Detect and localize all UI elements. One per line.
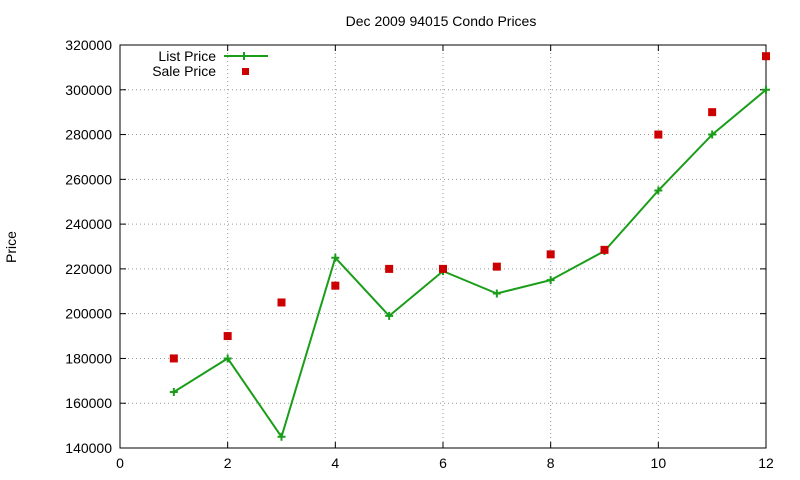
- x-tick-label: 10: [651, 455, 667, 471]
- x-tick-label: 6: [439, 455, 447, 471]
- legend: List Price Sale Price: [152, 48, 268, 79]
- x-tick-label: 12: [758, 455, 774, 471]
- y-tick-label: 200000: [65, 306, 112, 322]
- y-axis-label: Price: [3, 231, 19, 263]
- x-tick-label: 8: [547, 455, 555, 471]
- sale-price-point: [708, 108, 717, 117]
- axis-ticks: 140000 160000 180000 200000 220000 240000 2600…: [65, 37, 774, 471]
- y-tick-label: 320000: [65, 37, 112, 53]
- sale-price-point: [600, 245, 609, 254]
- y-tick-label: 280000: [65, 127, 112, 143]
- sale-price-point: [169, 354, 178, 363]
- sale-price-point: [223, 332, 232, 341]
- list-price-point: [546, 276, 555, 285]
- y-tick-label: 140000: [65, 440, 112, 456]
- series-line-list-price: [173, 89, 767, 440]
- x-tick-label: 0: [116, 455, 124, 471]
- list-price-point: [654, 186, 663, 195]
- list-price-point: [708, 130, 717, 139]
- x-tick-label: 2: [224, 455, 232, 471]
- y-tick-label: 160000: [65, 395, 112, 411]
- series-layer: [169, 52, 770, 441]
- legend-label-list-price: List Price: [158, 48, 216, 64]
- y-tick-label: 260000: [65, 171, 112, 187]
- legend-label-sale-price: Sale Price: [152, 63, 216, 79]
- y-tick-label: 300000: [65, 82, 112, 98]
- y-tick-label: 220000: [65, 261, 112, 277]
- sale-price-point: [762, 52, 770, 61]
- sale-price-point: [654, 130, 663, 139]
- list-price-point: [762, 85, 770, 94]
- y-tick-label: 240000: [65, 216, 112, 232]
- y-tick-label: 180000: [65, 350, 112, 366]
- list-price-point: [331, 253, 340, 262]
- legend-marker-list-price: [240, 52, 248, 60]
- sale-price-point: [439, 264, 447, 273]
- list-price-point: [223, 354, 232, 363]
- sale-price-point: [385, 264, 394, 273]
- legend-marker-sale-price: [242, 68, 249, 75]
- list-price-point: [492, 289, 501, 298]
- grid-lines: [120, 45, 766, 448]
- chart-title: Dec 2009 94015 Condo Prices: [346, 13, 537, 29]
- sale-price-point: [546, 250, 555, 259]
- list-price-point: [277, 432, 286, 441]
- sale-price-point: [277, 298, 286, 307]
- x-tick-label: 4: [331, 455, 339, 471]
- sale-price-point: [331, 281, 340, 290]
- list-price-point: [385, 311, 394, 320]
- sale-price-point: [492, 262, 501, 271]
- list-price-point: [169, 388, 178, 397]
